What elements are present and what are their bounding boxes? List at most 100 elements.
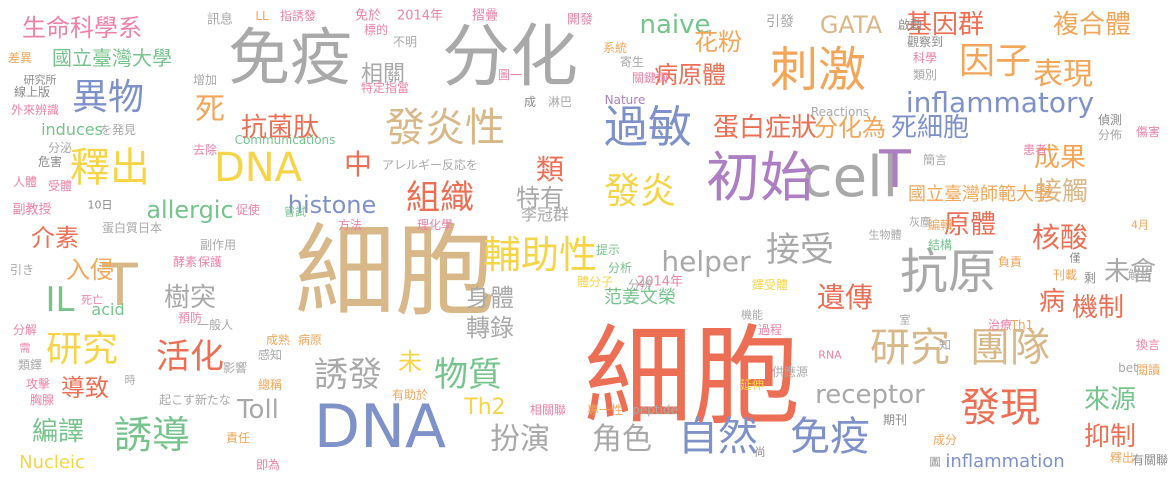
cloud-word: 期刊 [882, 413, 908, 427]
cloud-word: 誘發 [314, 355, 382, 395]
cloud-word: 免疫 [227, 21, 353, 94]
cloud-word: 李冠群 [520, 205, 570, 224]
cloud-word: 細胞 [295, 213, 495, 330]
cloud-word: 抑制 [1083, 422, 1137, 452]
cloud-word: 因子 [958, 41, 1032, 82]
cloud-word: 知 [938, 338, 952, 352]
cloud-word: 自然 [678, 414, 758, 460]
cloud-word: 換言 [1135, 338, 1161, 352]
cloud-word: 2014年 [636, 274, 684, 290]
cloud-word: peptide [632, 403, 678, 417]
cloud-word: 蛋白症狀 [712, 113, 818, 143]
cloud-word: 延伸 [739, 378, 765, 392]
cloud-word: 轉錄 [466, 314, 514, 342]
cloud-word: 分泌 [47, 141, 73, 155]
cloud-word: 分析 [607, 261, 633, 275]
cloud-word: 未 [398, 348, 422, 376]
cloud-word: 發炎 [603, 171, 677, 212]
cloud-word: 傷害 [1135, 125, 1161, 139]
cloud-word: 起こす新たな [159, 393, 231, 407]
cloud-word: 分解 [12, 323, 38, 337]
cloud-word: T [102, 251, 138, 319]
cloud-word: 基因群 [905, 10, 985, 40]
cloud-word: 死 [195, 92, 225, 127]
cloud-word: 指誘發 [279, 9, 317, 23]
cloud-word: 成熟 [265, 333, 291, 347]
cloud-word: 異物 [71, 77, 145, 118]
cloud-word: 抗菌肽 [240, 113, 320, 143]
cloud-word: 閱讀 [1135, 363, 1161, 377]
cloud-word: 類別 [912, 68, 938, 82]
cloud-word: 釋出 [1109, 451, 1135, 465]
cloud-word: 類 [535, 153, 565, 186]
cloud-word: Nature [604, 93, 646, 107]
cloud-word: 身體 [466, 284, 514, 312]
cloud-word: RNA [818, 348, 842, 362]
cloud-word: 受體 [47, 179, 73, 193]
cloud-word: helper [661, 245, 751, 278]
cloud-word: inflammatory [905, 86, 1095, 119]
cloud-word: 感知 [257, 348, 283, 362]
cloud-word: 活化 [156, 337, 224, 377]
cloud-word: 鐸受體 [751, 278, 789, 292]
cloud-word: receptor [815, 380, 925, 410]
cloud-word: 提示 [595, 243, 621, 257]
cloud-word: 死細胞 [890, 113, 970, 143]
cloud-word: Th1 [1010, 318, 1034, 332]
cloud-word: 危害 [37, 155, 63, 169]
cloud-word: 國立臺灣大學 [52, 46, 172, 70]
cloud-word: 啟動 [897, 18, 923, 32]
cloud-word: bet [1118, 361, 1138, 375]
cloud-word: 副教授 [12, 202, 52, 218]
cloud-word: 表現 [1033, 57, 1093, 92]
cloud-word: 總稱 [257, 378, 283, 392]
cloud-word: DNA [313, 392, 447, 462]
cloud-word: 保護 [197, 255, 223, 269]
cloud-word: 體分子 [576, 275, 614, 289]
cloud-word: 需 [19, 341, 31, 355]
cloud-word: 圖一 [497, 68, 523, 82]
cloud-word: 副作用 [199, 238, 237, 252]
cloud-word: 嘗試 [284, 205, 306, 219]
cloud-word: 影響 [222, 361, 248, 375]
cloud-word: 核酸 [1031, 221, 1089, 254]
cloud-word: 組織 [406, 178, 474, 218]
cloud-word: 分佈 [1097, 128, 1123, 142]
cloud-word: GATA [819, 11, 883, 39]
cloud-word: 開發 [566, 12, 594, 28]
cloud-word: 研究 [870, 325, 950, 371]
cloud-word: 國立臺灣師範大學 [908, 184, 1052, 205]
cloud-word: allergic [146, 196, 234, 224]
cloud-word: 淋巴 [547, 95, 573, 109]
cloud-word: 初始 [706, 146, 814, 209]
cloud-word: 即為 [255, 458, 281, 472]
cloud-word: 解析 [1127, 268, 1153, 282]
cloud-word: 成果 [1033, 143, 1087, 173]
cloud-word: 刊載 [1052, 268, 1078, 282]
cloud-word: 酵素 [172, 255, 198, 269]
cloud-word: 差異 [7, 51, 33, 65]
cloud-word: 去除 [192, 143, 218, 157]
cloud-word: 特有 [516, 184, 564, 212]
cloud-word: 促使 [235, 203, 261, 217]
cloud-word: 刺激 [769, 42, 867, 98]
cloud-word: 尚 [754, 445, 766, 459]
cloud-word: 預防 [177, 311, 203, 325]
cloud-word: 攻擊 [25, 377, 51, 391]
cloud-word: 接觸 [1035, 177, 1089, 207]
cloud-word: 原體 [943, 210, 997, 240]
cloud-word: 偵測 [1097, 113, 1123, 127]
cloud-word: 分化為 [814, 114, 886, 142]
cloud-word: 寄生 [619, 55, 645, 69]
cloud-word: 發現 [960, 385, 1040, 431]
cloud-word: 室 [899, 313, 911, 327]
cloud-word: 關鍵詞 [631, 71, 669, 85]
cloud-word: 細胞 [583, 315, 801, 440]
cloud-word: 免疫 [790, 414, 870, 460]
cloud-word: 簡言 [922, 153, 948, 167]
cloud-word: 引發 [766, 14, 794, 30]
cloud-word: 扮演 [490, 422, 550, 457]
cloud-word: 系統 [602, 41, 628, 55]
cloud-word: 釋出 [70, 145, 150, 191]
cloud-word: 觀察到 [906, 35, 944, 49]
